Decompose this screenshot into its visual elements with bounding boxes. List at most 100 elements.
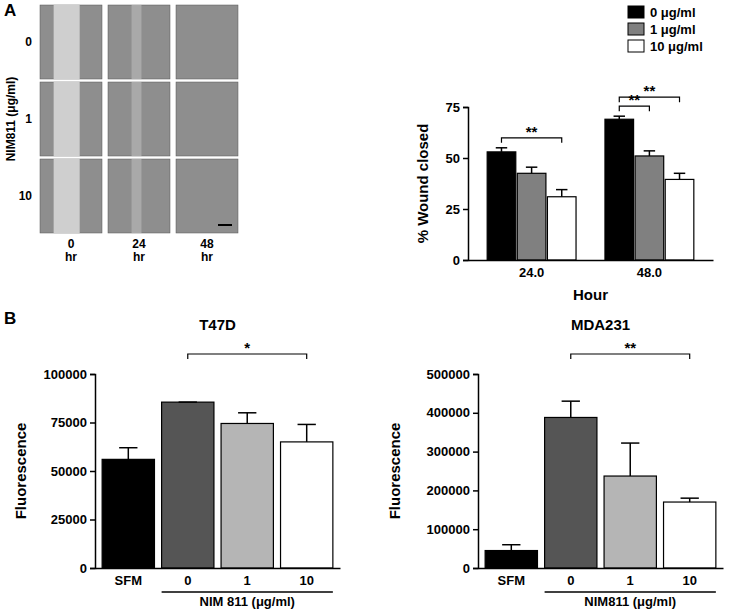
wound-gap — [54, 5, 80, 79]
y-tick-label: 50000 — [51, 464, 87, 479]
error-bar-cap — [119, 447, 137, 449]
error-bar-stem — [306, 424, 308, 441]
column-label: 24 — [132, 237, 146, 251]
error-bar-stem — [561, 190, 563, 197]
chart-title: MDA231 — [571, 316, 630, 333]
legend-swatch — [628, 6, 644, 18]
legend-swatch — [628, 23, 644, 35]
x-axis: SFM0110 — [479, 568, 724, 588]
y-tick-mark — [473, 529, 478, 531]
bar — [635, 156, 664, 260]
error-bar — [621, 443, 639, 476]
x-tick-label: SFM — [115, 573, 142, 588]
x-axis-title: Hour — [573, 286, 608, 303]
micrograph — [108, 159, 170, 233]
y-axis-line — [90, 375, 96, 569]
y-tick: 200000 — [427, 483, 478, 498]
x-tick-label: 10 — [682, 573, 696, 588]
column-label: 0 — [68, 237, 75, 251]
y-tick-label: 25 — [446, 202, 460, 217]
error-bar-stem — [570, 401, 572, 417]
significance-label: ** — [526, 123, 538, 140]
row-title: NIM811 (μg/ml) — [4, 77, 18, 162]
y-tick: 400000 — [427, 405, 478, 420]
error-bar-cap — [502, 544, 520, 546]
x-axis-line — [469, 260, 714, 262]
error-bar-cap — [238, 412, 256, 414]
significance: ** — [571, 339, 690, 359]
fluorescence-chart: B0250005000075000100000SFM0110T47DFluore… — [4, 309, 341, 609]
y-tick-label: 75 — [446, 100, 460, 115]
error-bar-stem — [531, 167, 533, 173]
error-bar-stem — [511, 545, 513, 551]
micrograph — [40, 159, 102, 233]
x-tick-label: 10 — [299, 573, 313, 588]
y-tick-mark — [473, 374, 478, 376]
error-bar-stem — [629, 443, 631, 476]
y-tick-label: 0 — [453, 253, 460, 268]
bar — [102, 459, 154, 568]
y-tick: 500000 — [427, 367, 478, 382]
x-tick-label: SFM — [498, 573, 525, 588]
error-bar — [238, 413, 256, 424]
y-tick-label: 100000 — [44, 367, 87, 382]
error-bar-stem — [246, 413, 248, 424]
bars — [485, 401, 716, 568]
y-tick: 50 — [446, 151, 468, 166]
x-tick: 1 — [244, 568, 251, 588]
x-tick: 0 — [567, 568, 574, 588]
wound-gap — [132, 82, 142, 156]
significance-label: ** — [644, 82, 656, 99]
y-axis: 0 100000 200000 300000 400000 500000 — [427, 367, 479, 576]
micrograph — [108, 82, 170, 156]
y-tick-mark — [463, 107, 468, 109]
bar — [517, 173, 546, 260]
wound-gap — [132, 159, 142, 233]
y-tick: 0 — [453, 253, 468, 268]
bar — [487, 152, 516, 260]
error-bar — [526, 167, 537, 173]
error-bar — [644, 151, 655, 156]
x-tick-label: 1 — [244, 573, 251, 588]
micrograph — [40, 5, 102, 79]
error-bar-cap — [496, 147, 507, 149]
x-axis-title: NIM 811 (μg/ml) — [200, 594, 295, 609]
x-tick-label: 48.0 — [637, 265, 662, 280]
x-tick: SFM — [115, 568, 142, 588]
significance-label: ** — [624, 339, 636, 356]
x-axis: 24.048.0 — [469, 260, 714, 280]
y-tick-mark — [473, 568, 478, 570]
bars — [487, 116, 694, 260]
y-tick-mark — [90, 568, 95, 570]
y-tick-label: 100000 — [427, 522, 470, 537]
bar — [485, 551, 537, 568]
bar — [281, 442, 333, 568]
column-label: hr — [201, 250, 213, 264]
error-bar-cap — [556, 189, 567, 191]
y-tick-label: 400000 — [427, 405, 470, 420]
x-tick: SFM — [498, 568, 525, 588]
y-tick: 50000 — [51, 464, 95, 479]
error-bar — [119, 448, 137, 460]
x-tick: 10 — [682, 568, 696, 588]
micrograph — [176, 5, 238, 79]
x-axis-line — [479, 568, 724, 570]
y-tick-mark — [473, 413, 478, 415]
error-bar — [681, 498, 699, 502]
significance-label: * — [244, 339, 250, 356]
error-bar-stem — [128, 448, 130, 460]
y-tick: 75000 — [51, 415, 95, 430]
y-axis: 0250005000075000100000 — [44, 367, 96, 576]
y-tick-label: 300000 — [427, 444, 470, 459]
y-tick-mark — [90, 422, 95, 424]
wound-gap — [132, 5, 142, 79]
bars — [102, 402, 333, 568]
error-bar-cap — [179, 401, 197, 403]
y-axis-title: % Wound closed — [414, 124, 431, 244]
bar — [545, 417, 597, 568]
y-tick-mark — [473, 490, 478, 492]
wound-gap — [54, 82, 80, 156]
wound-chart: 025507524.048.0% Wound closedHour0 μg/ml… — [414, 5, 714, 303]
y-tick-label: 50 — [446, 151, 460, 166]
y-tick: 0 — [463, 561, 478, 576]
